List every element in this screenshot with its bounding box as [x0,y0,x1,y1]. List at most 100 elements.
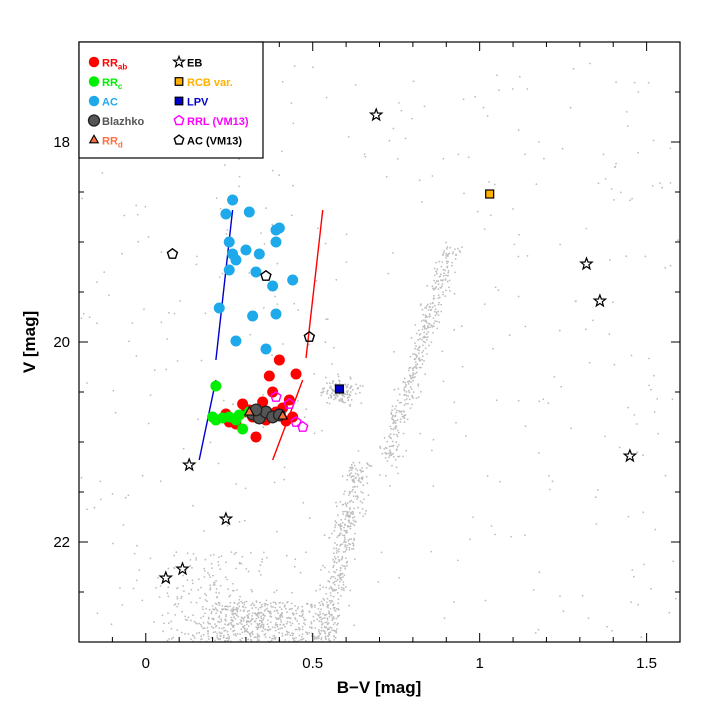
field-star [419,337,421,340]
field-star [398,102,400,104]
field-star [200,586,202,589]
field-star [633,81,636,84]
field-star [313,635,316,638]
field-star [333,547,335,550]
field-star [233,633,235,636]
field-star [636,451,638,454]
field-star [416,371,418,374]
field-star [423,360,425,362]
field-star [200,625,203,628]
field-star [342,401,345,404]
field-star [615,81,617,84]
field-star [225,613,227,616]
field-star [321,622,324,625]
field-star [438,296,441,299]
field-star [192,553,195,555]
field-star [329,626,331,629]
field-star [351,490,353,493]
field-star [262,618,264,621]
field-star [548,474,550,477]
field-star [543,157,545,160]
field-star [333,398,335,401]
field-star [93,506,96,509]
field-star [342,587,345,590]
field-star [606,625,608,628]
field-star [294,617,296,619]
field-star [432,298,435,300]
field-star [274,626,276,629]
field-star [163,622,165,625]
field-star [246,617,249,619]
field-star [391,405,394,408]
field-star [328,600,331,602]
field-star [224,623,226,626]
field-star [213,581,215,584]
field-star [337,556,339,558]
field-star [205,607,208,610]
field-star [334,577,337,580]
field-star [172,636,175,639]
field-star [611,629,613,632]
field-star [281,616,284,618]
field-star [223,626,225,629]
field-star [437,283,440,285]
field-star [336,607,338,610]
field-star [229,594,232,597]
field-star [244,628,246,631]
field-star [326,401,329,404]
field-star [332,603,335,605]
field-star [168,638,171,640]
field-star [538,141,540,143]
field-star [303,416,306,419]
field-star [398,576,401,579]
field-star [532,589,535,591]
field-star [101,172,104,174]
field-star [287,616,290,619]
field-star [445,252,448,255]
field-star [324,566,326,569]
field-star [224,605,226,608]
field-star [524,153,526,156]
field-star [353,479,355,482]
field-star [303,619,306,621]
field-star [332,616,335,618]
field-star [467,156,470,159]
field-star [233,601,236,604]
field-star [394,422,397,425]
field-star [424,327,426,330]
field-star [195,632,198,635]
field-star [292,632,295,635]
field-star [217,601,220,604]
field-star [415,332,418,335]
field-star [351,475,354,478]
field-star [316,636,319,639]
field-star [418,334,421,336]
strip-edge-line [215,209,234,361]
field-star [417,339,419,341]
field-star [309,626,311,629]
field-star [322,586,325,588]
field-star [397,472,399,475]
field-star [320,629,323,632]
field-star [354,532,356,535]
field-star [596,489,599,491]
field-star [248,632,251,635]
field-star [195,601,198,604]
field-star [324,242,327,245]
field-star [451,264,453,267]
field-star [432,317,435,320]
field-star [279,615,281,617]
field-star [366,462,368,464]
field-star [308,517,311,520]
field-star [640,636,643,639]
field-star [389,436,391,439]
field-star [365,509,367,512]
field-star [339,523,342,525]
field-star [657,432,659,435]
field-star [332,617,335,620]
field-star [337,608,340,611]
field-star [399,418,402,420]
field-star [430,324,433,326]
field-star [343,536,346,539]
field-star [422,319,425,322]
